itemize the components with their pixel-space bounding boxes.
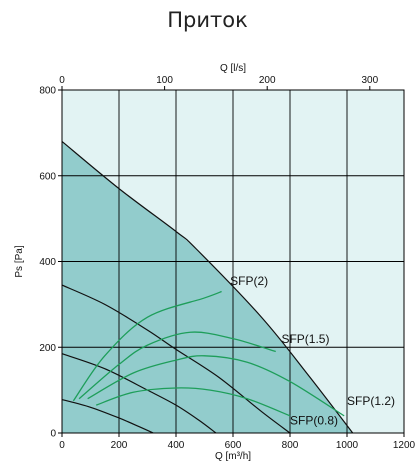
x2-tick-label: 0: [59, 75, 65, 86]
y-tick-label: 200: [39, 343, 56, 354]
x2-tick-label: 200: [259, 75, 276, 86]
x-tick-label: 0: [59, 440, 65, 451]
y-tick-label: 0: [50, 429, 56, 440]
y-axis-label: Ps [Pa]: [14, 245, 25, 277]
x2-tick-label: 300: [361, 75, 378, 86]
x-tick-label: 800: [282, 440, 299, 451]
grid-layer: [62, 90, 404, 433]
sfp-curve-SFP(1.2): [87, 355, 345, 417]
sfp-curve-SFP(1.5): [78, 331, 276, 400]
x2-tick-label: 100: [156, 75, 173, 86]
x-tick-label: 1200: [393, 440, 415, 451]
sfp-curve-SFP(2): [72, 290, 222, 402]
sfp-label-layer: SFP(2) SFP(1.5) SFP(1.2) SFP(0.8): [230, 274, 395, 427]
x-tick-label: 1000: [336, 440, 359, 451]
operating-area-layer: [62, 141, 353, 433]
fan-curve-3: [61, 398, 154, 434]
operating-area: [62, 141, 353, 433]
x-tick-label: 600: [225, 440, 242, 451]
x2-axis-label: Q [l/s]: [220, 63, 246, 74]
chart-title: Приток: [167, 8, 248, 32]
fan-curve-2: [61, 353, 217, 434]
y-tick-label: 800: [39, 86, 56, 97]
sfp-label: SFP(1.5): [281, 332, 329, 346]
x-tick-label: 200: [111, 440, 128, 451]
x-tick-label: 400: [168, 440, 185, 451]
sfp-label: SFP(1.2): [347, 394, 395, 408]
x-axis-label: Q [m³/h]: [215, 451, 251, 462]
sfp-curve-SFP(0.8): [95, 387, 291, 417]
curve-layer: [61, 140, 354, 434]
fan-curve-1: [61, 284, 291, 434]
sfp-label: SFP(0.8): [290, 413, 338, 427]
fan-curve-0: [61, 140, 354, 434]
sfp-label: SFP(2): [230, 274, 268, 288]
y-tick-label: 600: [39, 171, 56, 182]
y-tick-label: 400: [39, 257, 56, 268]
